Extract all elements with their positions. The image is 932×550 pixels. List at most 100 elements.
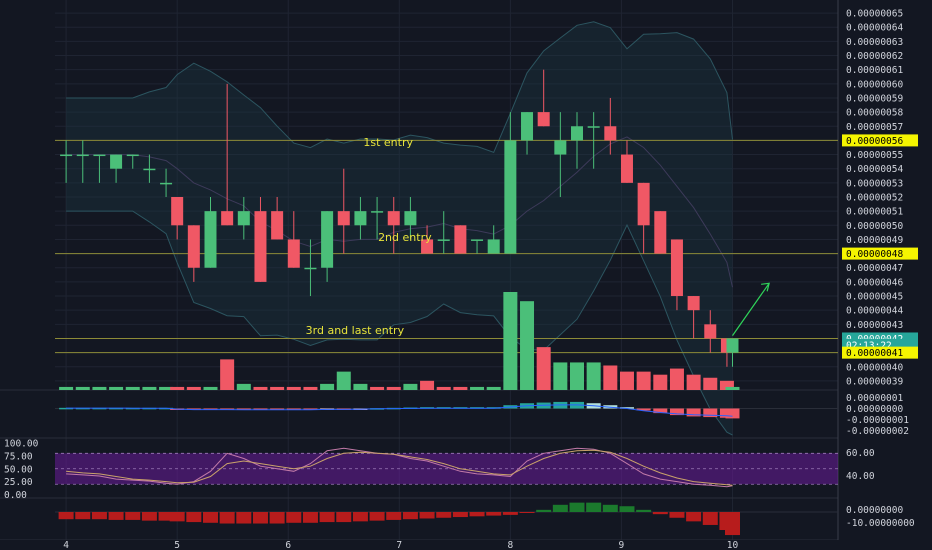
price-tick-label: 0.00000062 — [846, 51, 903, 62]
price-tick-label: 0.00000043 — [846, 320, 903, 331]
price-tick-label: 0.00000060 — [846, 79, 903, 90]
annotation-label: 3rd and last entry — [306, 324, 405, 337]
volume-bar — [92, 386, 107, 390]
osc-histogram-bar — [402, 512, 418, 520]
candle-body — [454, 225, 467, 254]
volume-bar — [353, 383, 368, 390]
osc-histogram-bar — [91, 512, 107, 520]
osc-tick-label: -10.00000000 — [846, 518, 915, 529]
candle-body — [604, 126, 617, 141]
candle-body — [237, 211, 250, 226]
osc-histogram-bar — [419, 512, 435, 519]
candle-body — [704, 324, 717, 339]
up-arrow-annotation — [731, 282, 770, 336]
volume-bar — [619, 371, 634, 390]
oscillator-pane: 0.00000000 -10.00000000 — [55, 502, 915, 536]
candle-body — [620, 154, 633, 183]
candle-body — [421, 239, 434, 254]
candle-body — [204, 211, 217, 268]
rsi-left-tick-label: 25.00 — [4, 477, 33, 488]
osc-histogram-bar — [486, 512, 502, 516]
candle-body — [354, 211, 367, 226]
rsi-right-tick-label: 40.00 — [846, 471, 875, 482]
candle-body — [687, 296, 700, 311]
osc-tick-label: 0.00000000 — [846, 505, 903, 516]
macd-tick-label: -0.00000001 — [846, 415, 909, 426]
volume-bar — [503, 292, 518, 390]
price-tick-label: 0.00000054 — [846, 164, 903, 175]
osc-histogram-bar — [108, 512, 124, 520]
band-upper — [66, 21, 733, 154]
macd-histogram-bar — [725, 408, 740, 419]
volume-bar — [253, 386, 268, 390]
macd-histogram-bar — [686, 408, 701, 417]
osc-histogram-bar — [369, 512, 385, 521]
candle-body — [304, 267, 317, 270]
price-tick-label: 0.00000061 — [846, 65, 903, 76]
volume-bar — [570, 362, 584, 390]
price-tick-label: 0.00000053 — [846, 178, 903, 189]
time-axis-bg — [0, 540, 932, 550]
macd-tick-label: 0.00000000 — [846, 404, 903, 415]
macd-tick-label: 0.00000001 — [846, 393, 903, 404]
osc-histogram-bar — [702, 512, 718, 525]
osc-histogram-bar — [75, 512, 91, 520]
candle-body — [587, 126, 600, 128]
osc-histogram-bar — [724, 512, 740, 536]
candle-body — [126, 154, 139, 157]
macd-histogram-bar — [303, 408, 318, 410]
volume-bar — [703, 377, 718, 390]
volume-bar — [109, 386, 124, 390]
annotation-label: 2nd entry — [378, 231, 432, 244]
price-tick-label: 0.00000055 — [846, 150, 903, 161]
rsi-left-tick-label: 0.00 — [4, 490, 27, 501]
price-tick-label: 0.00000059 — [846, 93, 903, 104]
macd-line — [66, 404, 733, 417]
osc-histogram-bar — [552, 504, 568, 512]
bollinger-bands — [66, 21, 733, 436]
price-highlight-label: 0.00000041 — [846, 348, 903, 359]
rsi-signal-line — [66, 449, 733, 486]
volume-bar — [636, 371, 651, 390]
price-tick-label: 0.00000051 — [846, 207, 903, 218]
price-tick-label: 0.00000065 — [846, 9, 903, 20]
horizontal-levels — [55, 139, 838, 354]
price-tick-label: 0.00000063 — [846, 37, 903, 48]
volume-bar — [453, 386, 468, 390]
price-highlight-label: 0.00000048 — [846, 249, 903, 260]
volume-bar — [270, 386, 285, 390]
volume-bar — [220, 359, 235, 390]
volume-bar — [203, 386, 218, 390]
volume-bar — [603, 365, 618, 390]
candle-body — [726, 338, 739, 353]
time-tick-label: 9 — [619, 540, 625, 550]
price-tick-label: 0.00000044 — [846, 306, 903, 317]
osc-histogram-bar — [125, 512, 141, 520]
osc-histogram-bar — [202, 512, 218, 523]
osc-histogram-bar — [652, 512, 668, 515]
macd-pane: 0.000000010.00000000-0.00000001-0.000000… — [55, 393, 909, 437]
volume-bar — [186, 386, 201, 390]
osc-histogram-bar — [502, 512, 518, 515]
osc-histogram-bar — [619, 506, 635, 512]
volume-bar — [75, 386, 90, 390]
time-tick-label: 10 — [727, 540, 739, 550]
osc-histogram-bar — [602, 504, 618, 512]
volume-bar — [370, 386, 385, 390]
osc-histogram-bar — [636, 509, 652, 512]
price-highlight-bg — [842, 247, 918, 260]
candle-body — [637, 182, 650, 226]
osc-histogram-bar — [236, 512, 252, 524]
price-highlight-bg — [842, 134, 918, 147]
rsi-line — [66, 447, 733, 488]
volume-bar — [719, 380, 734, 390]
osc-histogram-bar — [436, 512, 452, 518]
volume-bar — [386, 386, 401, 390]
osc-histogram-bar — [252, 512, 268, 524]
candle-body — [437, 239, 450, 241]
price-tick-label: 0.00000049 — [846, 235, 903, 246]
osc-histogram-bar — [58, 512, 74, 520]
volume-bar — [520, 301, 535, 390]
candle-body — [93, 154, 106, 157]
volume-bar — [436, 386, 451, 390]
